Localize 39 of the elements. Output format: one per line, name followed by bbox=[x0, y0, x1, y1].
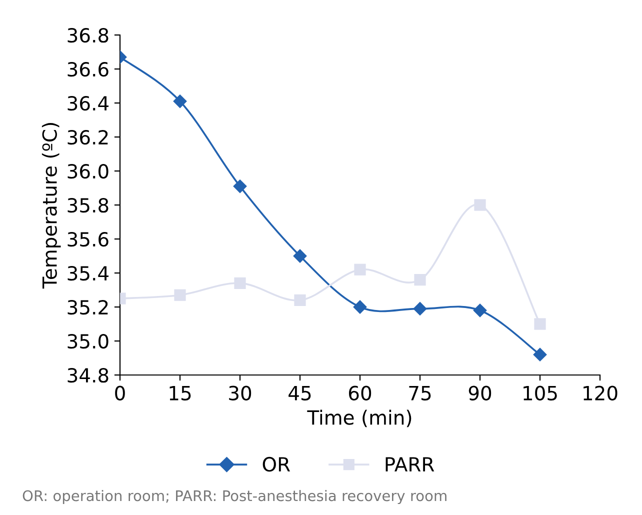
y-tick-label: 34.8 bbox=[68, 368, 108, 383]
text: OR: operation room; PARR: Post-anesthesia recovery room bbox=[22, 490, 446, 504]
legend-label: PARR bbox=[386, 457, 434, 472]
x-tick-label: 90 bbox=[468, 386, 492, 400]
y-tick-label: 35.4 bbox=[68, 266, 108, 281]
y-tick-label: 36.2 bbox=[68, 130, 108, 145]
x-tick-label: 75 bbox=[409, 386, 431, 400]
point bbox=[534, 318, 546, 330]
x-tick-label: 120 bbox=[584, 386, 618, 400]
legend-label: OR bbox=[262, 456, 290, 472]
y-tick-label: 35.6 bbox=[68, 232, 108, 247]
point bbox=[294, 294, 306, 306]
point bbox=[413, 302, 427, 316]
y-tick-label: 35.0 bbox=[68, 334, 108, 349]
x-tick-label: 60 bbox=[348, 386, 372, 400]
point bbox=[474, 199, 486, 211]
point bbox=[234, 277, 246, 290]
point bbox=[533, 348, 547, 362]
y-tick-label: 36.8 bbox=[68, 28, 108, 43]
point bbox=[293, 249, 307, 263]
point bbox=[353, 300, 367, 314]
y-tick-label: 35.2 bbox=[68, 300, 108, 315]
point bbox=[354, 264, 366, 276]
y-tick-label: 35.8 bbox=[68, 198, 108, 213]
point bbox=[414, 274, 426, 286]
x-tick-label: 45 bbox=[288, 386, 311, 400]
point bbox=[473, 303, 487, 318]
point bbox=[174, 289, 186, 301]
y-tick-label: 36.4 bbox=[68, 96, 108, 111]
x-axis-title: Time (min) bbox=[307, 410, 412, 428]
point bbox=[233, 179, 247, 194]
y-tick-label: 36.0 bbox=[68, 164, 108, 179]
x-tick-label: 15 bbox=[170, 386, 191, 400]
y-tick-label: 36.6 bbox=[68, 62, 108, 77]
y-axis-title: Temperature (ºC) bbox=[42, 123, 61, 289]
x-tick-label: 30 bbox=[229, 386, 252, 400]
x-tick-label: 105 bbox=[524, 386, 557, 400]
point bbox=[173, 94, 187, 108]
x-tick-label: 0 bbox=[115, 386, 125, 400]
